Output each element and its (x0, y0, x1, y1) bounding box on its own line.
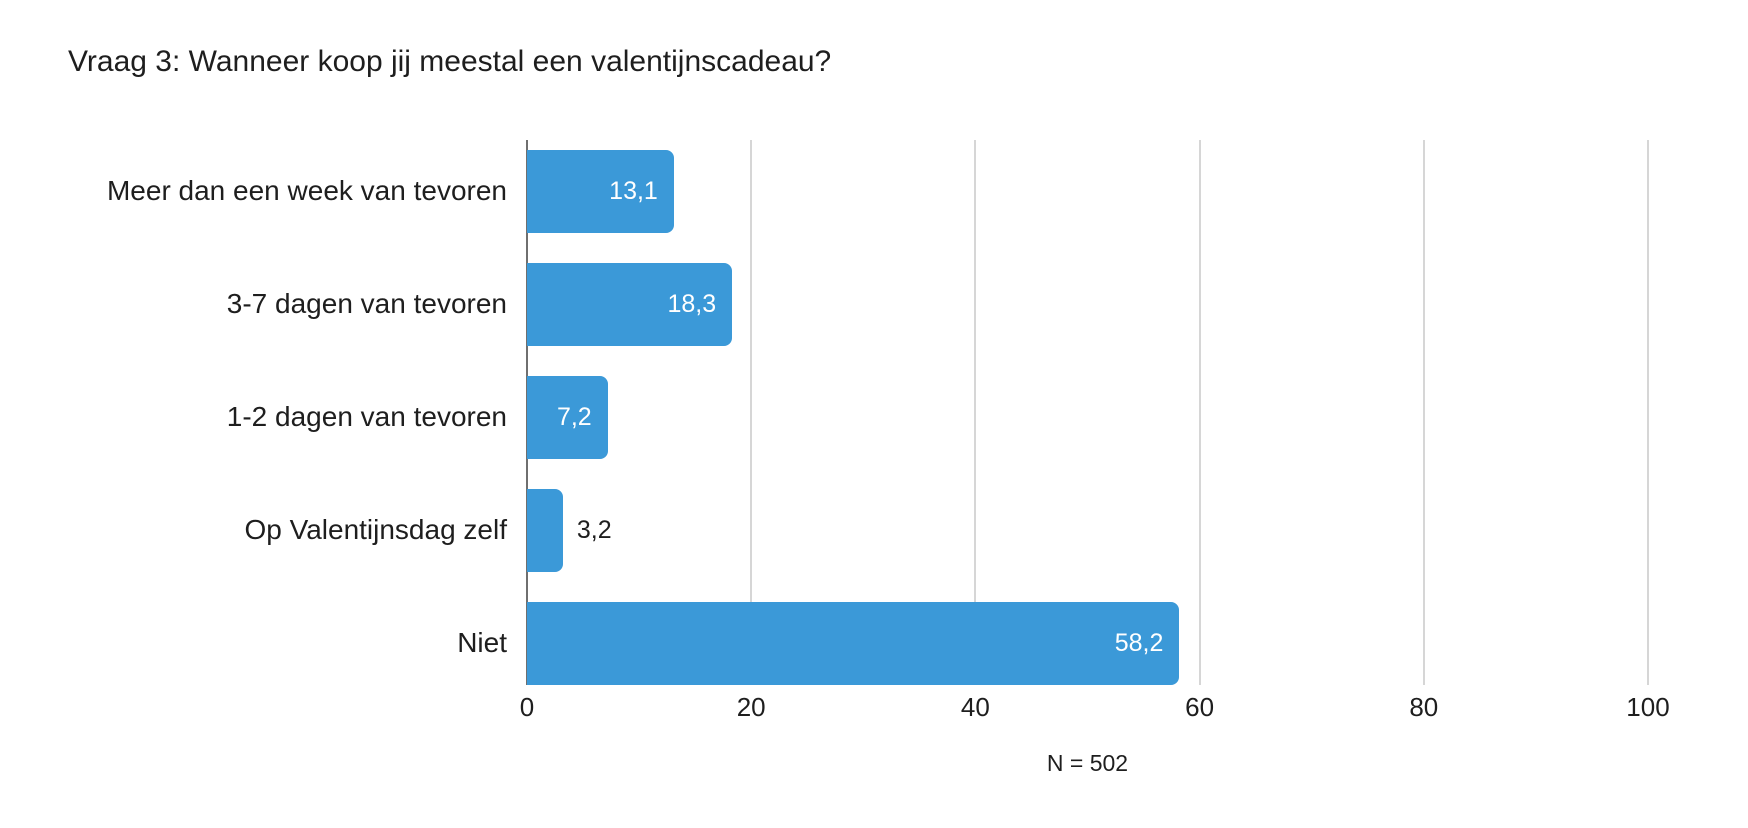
bar-value-label-3: 3,2 (576, 516, 612, 544)
x-tick-label-80: 80 (1409, 692, 1439, 722)
bar-1 (527, 263, 733, 346)
bar-0 (527, 150, 674, 233)
plot-area: 13,1 18,3 7,2 3,2 58,2 (526, 140, 1649, 685)
bar-4 (527, 602, 1180, 685)
x-tick-label-0: 0 (519, 692, 535, 722)
gridline-x-40 (974, 140, 977, 685)
gridline-x-80 (1422, 140, 1425, 685)
gridline-x-60 (1198, 140, 1201, 685)
bar-value-label-2: 7,2 (556, 403, 592, 431)
x-tick-label-100: 100 (1626, 692, 1670, 722)
bar-2 (527, 376, 608, 459)
category-label-2: 1-2 dagen van tevoren (226, 400, 507, 432)
category-label-1: 3-7 dagen van tevoren (226, 287, 507, 319)
category-label-3: Op Valentijnsdag zelf (244, 513, 507, 545)
x-tick-label-20: 20 (736, 692, 766, 722)
x-tick-label-60: 60 (1185, 692, 1215, 722)
gridline-x-100 (1647, 140, 1649, 685)
category-label-4: Niet (457, 626, 507, 658)
chart-title: Vraag 3: Wanneer koop jij meestal een va… (68, 45, 832, 78)
bar-value-label-1: 18,3 (667, 290, 717, 318)
gridline-x-20 (750, 140, 753, 685)
bar-value-label-4: 58,2 (1114, 629, 1164, 657)
x-tick-label-40: 40 (960, 692, 990, 722)
category-label-0: Meer dan een week van tevoren (106, 174, 507, 206)
bar-3 (527, 489, 563, 572)
sample-size-note: N = 502 (1046, 750, 1129, 776)
bar-value-label-0: 13,1 (609, 177, 658, 205)
